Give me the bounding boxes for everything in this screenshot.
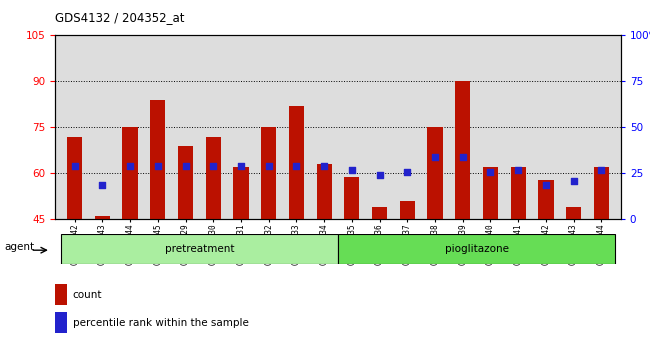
Point xyxy=(568,178,578,184)
Text: count: count xyxy=(73,290,102,300)
Point xyxy=(208,163,218,169)
Bar xyxy=(67,137,83,219)
Text: pioglitazone: pioglitazone xyxy=(445,244,508,254)
Point xyxy=(70,163,80,169)
Bar xyxy=(338,234,615,264)
Point xyxy=(458,154,468,160)
Bar xyxy=(400,201,415,219)
Bar xyxy=(593,167,609,219)
Bar xyxy=(55,284,67,305)
Bar xyxy=(55,312,67,333)
Point xyxy=(236,163,246,169)
Bar xyxy=(483,167,498,219)
Text: pretreatment: pretreatment xyxy=(164,244,234,254)
Point xyxy=(125,163,135,169)
Point xyxy=(98,182,108,187)
Point xyxy=(153,163,163,169)
Point xyxy=(346,167,357,173)
Bar xyxy=(510,167,526,219)
Point xyxy=(430,154,440,160)
Point xyxy=(263,163,274,169)
Point xyxy=(513,167,523,173)
Bar xyxy=(261,127,276,219)
Bar xyxy=(61,234,338,264)
Point xyxy=(180,163,190,169)
Bar xyxy=(538,179,554,219)
Bar xyxy=(428,127,443,219)
Bar xyxy=(372,207,387,219)
Point xyxy=(541,182,551,187)
Point xyxy=(374,172,385,178)
Text: agent: agent xyxy=(5,242,34,252)
Bar xyxy=(566,207,581,219)
Point xyxy=(486,169,496,175)
Text: percentile rank within the sample: percentile rank within the sample xyxy=(73,318,249,328)
Bar xyxy=(95,216,110,219)
Bar xyxy=(150,100,166,219)
Bar xyxy=(289,106,304,219)
Text: GDS4132 / 204352_at: GDS4132 / 204352_at xyxy=(55,11,185,24)
Bar xyxy=(178,146,193,219)
Bar xyxy=(455,81,471,219)
Bar xyxy=(317,164,332,219)
Point xyxy=(402,169,413,175)
Bar xyxy=(122,127,138,219)
Point xyxy=(319,163,330,169)
Point xyxy=(291,163,302,169)
Point xyxy=(596,167,606,173)
Bar xyxy=(205,137,221,219)
Bar xyxy=(344,177,359,219)
Bar xyxy=(233,167,248,219)
